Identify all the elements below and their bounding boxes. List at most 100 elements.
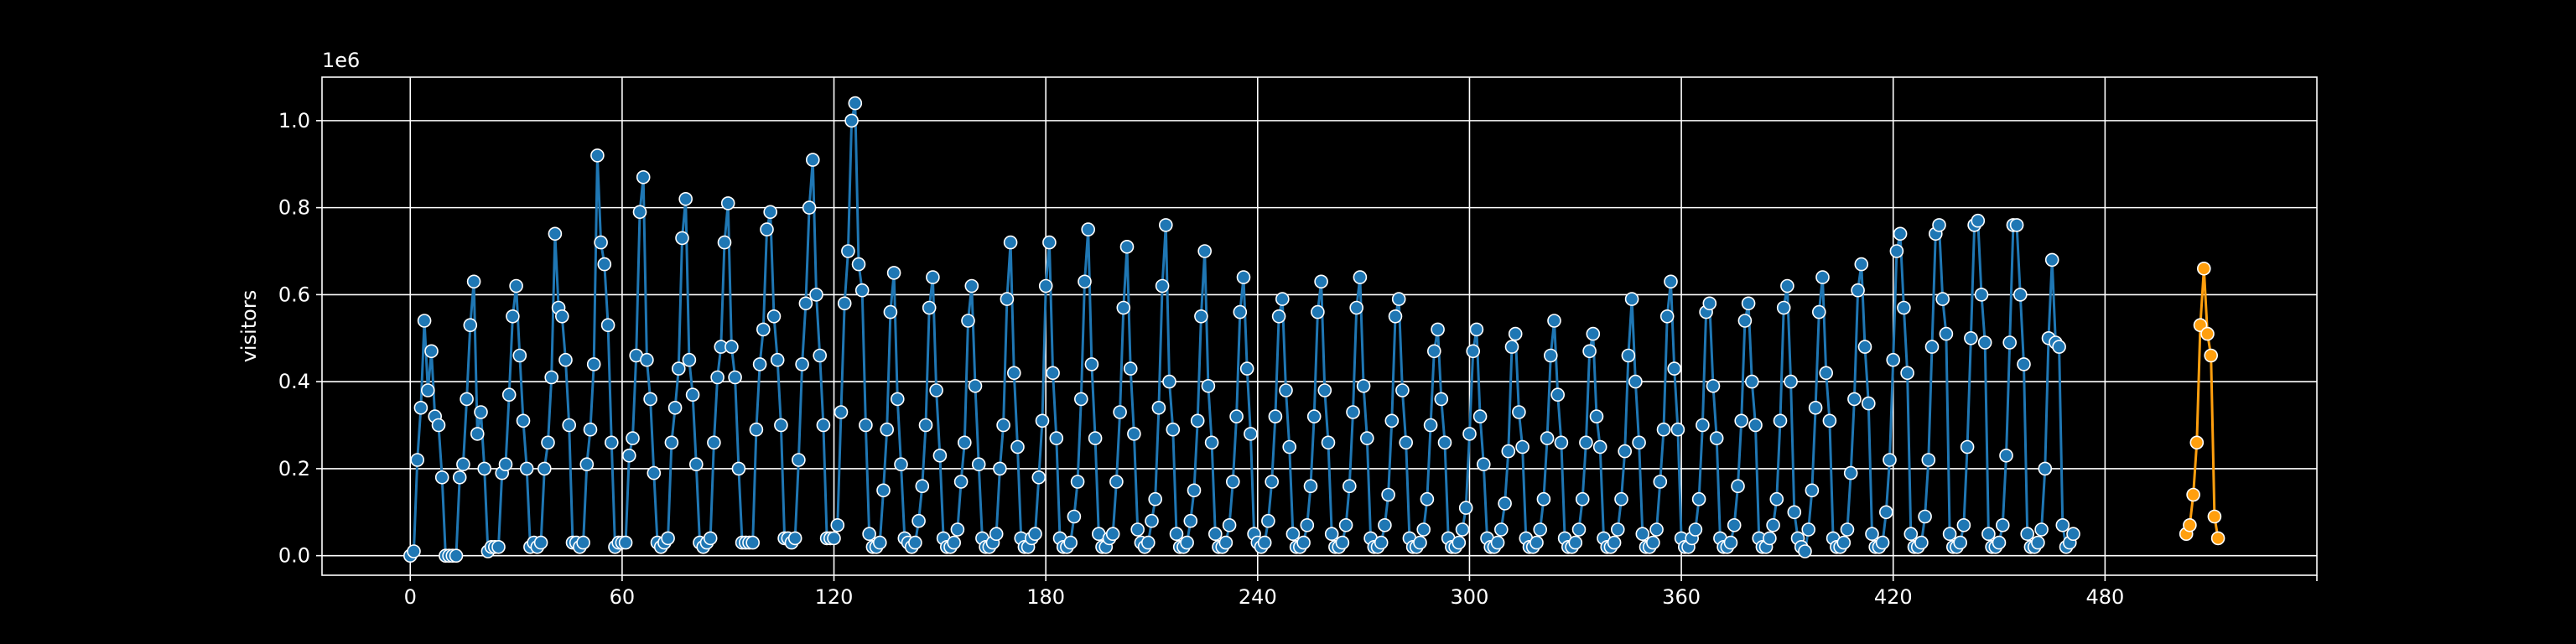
data-point: [661, 531, 675, 546]
data-point: [1477, 457, 1491, 472]
data-point: [2183, 517, 2197, 532]
data-point: [1670, 422, 1685, 437]
data-point: [2034, 522, 2049, 537]
data-point: [1285, 527, 1301, 542]
data-point: [579, 457, 595, 472]
data-point: [1854, 257, 1869, 272]
data-point: [1592, 439, 1607, 454]
data-point: [506, 309, 520, 324]
data-point: [1113, 405, 1127, 419]
data-point: [1702, 296, 1717, 311]
y-axis-label: visitors: [237, 290, 261, 363]
data-point: [576, 535, 590, 550]
data-point: [544, 370, 559, 385]
data-point: [590, 148, 605, 163]
data-point: [664, 435, 679, 450]
data-point: [862, 527, 876, 542]
data-point: [643, 392, 657, 407]
data-point: [1127, 427, 1141, 441]
data-point: [2204, 348, 2218, 363]
x-tick-label: 0: [404, 585, 417, 609]
data-point: [2052, 340, 2066, 354]
data-point: [1784, 374, 1798, 389]
data-point: [1847, 392, 1862, 407]
data-point: [600, 318, 615, 333]
data-point: [1614, 491, 1628, 506]
data-point: [678, 192, 693, 206]
data-point: [1233, 304, 1248, 319]
data-point: [1498, 496, 1512, 511]
data-point: [996, 418, 1010, 433]
data-point: [1515, 439, 1530, 454]
y-offset-label: 1e6: [322, 49, 360, 72]
data-point: [1893, 226, 1908, 242]
data-point: [1550, 387, 1565, 402]
data-point: [1889, 244, 1904, 258]
data-point: [964, 278, 979, 293]
data-point: [1865, 527, 1879, 542]
data-point: [816, 418, 831, 433]
data-point: [1469, 322, 1484, 337]
data-point: [1851, 283, 1865, 298]
data-point: [1659, 309, 1675, 324]
data-point: [1530, 535, 1544, 550]
data-point: [1897, 300, 1911, 315]
data-point: [1801, 522, 1815, 537]
data-point: [1183, 513, 1198, 528]
data-point: [1452, 535, 1467, 550]
data-point: [1374, 535, 1389, 550]
data-point: [1843, 465, 1858, 480]
data-point: [1611, 522, 1625, 537]
data-point: [1190, 413, 1205, 428]
data-point: [1953, 535, 1967, 550]
data-point: [460, 392, 474, 407]
data-point: [2207, 509, 2222, 524]
data-point: [1939, 326, 1954, 341]
data-point: [626, 431, 640, 445]
data-point: [1805, 483, 1820, 498]
data-point: [795, 357, 809, 371]
data-point: [1540, 431, 1555, 445]
data-point: [1431, 322, 1445, 337]
data-point: [1501, 444, 1516, 459]
data-point: [911, 513, 926, 528]
data-point: [1239, 361, 1254, 376]
data-point: [1956, 517, 1971, 532]
data-point: [894, 457, 908, 472]
data-point: [1974, 288, 1989, 302]
data-point: [2197, 261, 2211, 276]
data-point: [1571, 522, 1587, 537]
data-point: [1857, 340, 1872, 354]
data-point: [1007, 366, 1021, 381]
data-point: [1028, 527, 1042, 542]
data-point: [1434, 392, 1449, 407]
data-point: [932, 448, 948, 463]
data-point: [805, 153, 820, 167]
data-point: [1879, 505, 1893, 520]
data-point: [1646, 535, 1660, 550]
data-point: [1413, 535, 1427, 550]
data-point: [947, 535, 961, 550]
data-point: [2038, 461, 2053, 476]
data-point: [1067, 509, 1082, 524]
data-point: [1544, 348, 1558, 363]
data-point: [1942, 527, 1957, 542]
data-point: [728, 370, 742, 385]
data-point: [1130, 522, 1145, 537]
data-point: [1324, 527, 1339, 542]
data-point: [410, 453, 425, 467]
data-point: [1321, 435, 1336, 450]
data-point: [1589, 409, 1604, 423]
data-point: [1992, 535, 2007, 550]
data-point: [2189, 435, 2205, 450]
data-point: [498, 457, 513, 472]
data-point: [1268, 409, 1283, 423]
x-tick-label: 120: [815, 585, 854, 609]
data-point: [1624, 292, 1639, 306]
data-point: [1201, 378, 1216, 393]
data-point: [1303, 479, 1318, 494]
data-point: [477, 461, 492, 476]
data-point: [1536, 491, 1551, 506]
data-point: [1819, 366, 1833, 381]
